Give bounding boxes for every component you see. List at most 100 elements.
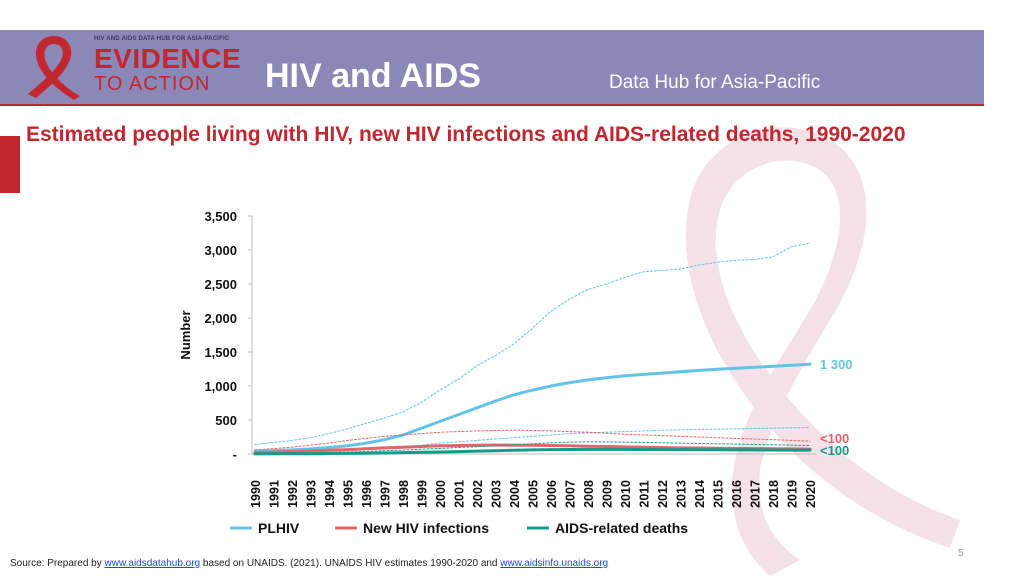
x-tick-label: 2018 — [767, 480, 781, 508]
x-tick-label: 1992 — [286, 480, 300, 508]
y-tick-label: 2,000 — [204, 311, 237, 326]
y-tick-label: 1,500 — [204, 345, 237, 360]
data-point-new — [383, 447, 386, 449]
data-point-deaths — [439, 451, 441, 453]
data-point-plhiv — [476, 406, 478, 409]
data-point-deaths — [772, 449, 774, 451]
data-point-plhiv — [587, 379, 589, 381]
data-point-deaths — [513, 449, 515, 452]
x-tick-label: 2013 — [675, 480, 689, 508]
x-tick-label: 2000 — [434, 480, 448, 508]
logo-top-text: HIV AND AIDS DATA HUB FOR ASIA-PACIFIC — [94, 36, 230, 42]
end-label-plhiv: 1 300 — [820, 357, 853, 372]
data-point-new — [402, 446, 404, 449]
data-point-plhiv — [531, 389, 534, 391]
x-tick-label: 1997 — [379, 480, 393, 508]
data-point-deaths — [476, 450, 478, 452]
chart-title: Estimated people living with HIV, new HI… — [26, 123, 906, 146]
x-tick-label: 1998 — [397, 480, 411, 508]
banner-title: HIV and AIDS — [265, 57, 481, 95]
data-point-deaths — [624, 448, 626, 451]
evidence-to-action-logo: HIV AND AIDS DATA HUB FOR ASIA-PACIFIC E… — [16, 36, 246, 100]
data-point-plhiv — [698, 369, 700, 372]
data-point-plhiv — [568, 381, 571, 384]
x-tick-label: 2016 — [730, 480, 744, 508]
data-point-new — [568, 445, 571, 447]
data-point-deaths — [402, 451, 404, 454]
data-point-plhiv — [679, 370, 682, 373]
data-point-new — [291, 450, 293, 453]
data-point-new — [624, 446, 626, 448]
source-middle: based on UNAIDS. (2021). UNAIDS HIV esti… — [200, 558, 501, 569]
x-tick-label: 2012 — [656, 480, 670, 508]
legend-label-deaths: AIDS-related deaths — [555, 520, 688, 536]
x-tick-label: 2006 — [545, 480, 559, 508]
data-point-new — [328, 449, 330, 452]
x-tick-label: 2001 — [453, 480, 467, 508]
data-point-plhiv — [346, 445, 349, 447]
data-point-deaths — [790, 449, 793, 451]
data-point-plhiv — [790, 364, 793, 367]
y-axis-title: Number — [178, 310, 193, 359]
series-line-plhiv-bound — [254, 242, 811, 445]
data-point-plhiv — [661, 372, 663, 374]
x-tick-label: 1991 — [268, 480, 282, 508]
aidsdatahub-link[interactable]: www.aidsdatahub.org — [104, 558, 201, 569]
series-line-deaths-bound — [254, 441, 811, 454]
x-tick-label: 2017 — [749, 480, 763, 508]
data-point-deaths — [753, 449, 756, 451]
data-point-deaths — [679, 448, 682, 451]
data-point-new — [309, 450, 312, 452]
data-point-plhiv — [642, 373, 645, 376]
data-point-plhiv — [457, 413, 460, 416]
page-number: 5 — [958, 548, 964, 559]
data-point-deaths — [716, 448, 719, 451]
x-tick-label: 2014 — [693, 480, 707, 508]
data-point-plhiv — [383, 438, 386, 441]
x-tick-label: 2002 — [471, 480, 485, 508]
series-line-new-bound — [254, 429, 811, 451]
data-point-plhiv — [365, 442, 367, 444]
data-point-plhiv — [809, 363, 811, 366]
data-point-new — [605, 445, 608, 448]
x-tick-label: 2009 — [601, 480, 615, 508]
red-ribbon-icon — [28, 36, 80, 100]
data-point-plhiv — [550, 385, 552, 387]
data-point-deaths — [605, 448, 608, 451]
data-point-deaths — [550, 448, 552, 451]
x-tick-label: 1993 — [305, 480, 319, 508]
data-point-plhiv — [624, 375, 626, 377]
data-point-plhiv — [439, 420, 441, 423]
data-point-plhiv — [716, 368, 719, 371]
x-tick-label: 2010 — [619, 480, 633, 508]
source-prefix: Source: Prepared by — [10, 558, 105, 569]
data-point-new — [550, 444, 552, 447]
data-point-deaths — [735, 449, 737, 451]
y-tick-label: 3,000 — [204, 243, 237, 258]
data-point-deaths — [420, 451, 423, 454]
data-point-deaths — [661, 448, 663, 451]
data-point-plhiv — [605, 377, 608, 379]
logo-main-text: EVIDENCE — [94, 43, 242, 74]
aidsinfo-link[interactable]: www.aidsinfo.unaids.org — [500, 558, 609, 569]
data-point-new — [457, 444, 460, 447]
data-point-plhiv — [494, 400, 497, 402]
data-point-plhiv — [513, 394, 515, 396]
data-point-deaths — [457, 450, 460, 453]
x-tick-label: 2007 — [564, 480, 578, 508]
x-tick-label: 1994 — [323, 480, 337, 508]
data-point-plhiv — [420, 427, 423, 429]
data-point-deaths — [365, 452, 367, 454]
x-tick-label: 2005 — [527, 480, 541, 508]
data-point-deaths — [328, 452, 330, 455]
title-accent-bar — [0, 136, 20, 193]
x-tick-label: 2015 — [712, 480, 726, 508]
data-point-new — [476, 444, 478, 446]
x-tick-label: 2011 — [638, 480, 652, 507]
data-point-deaths — [642, 448, 645, 451]
logo-sub-text: TO ACTION — [94, 73, 211, 95]
legend-label-plhiv: PLHIV — [258, 520, 300, 536]
source-note: Source: Prepared by www.aidsdatahub.org … — [10, 558, 608, 569]
